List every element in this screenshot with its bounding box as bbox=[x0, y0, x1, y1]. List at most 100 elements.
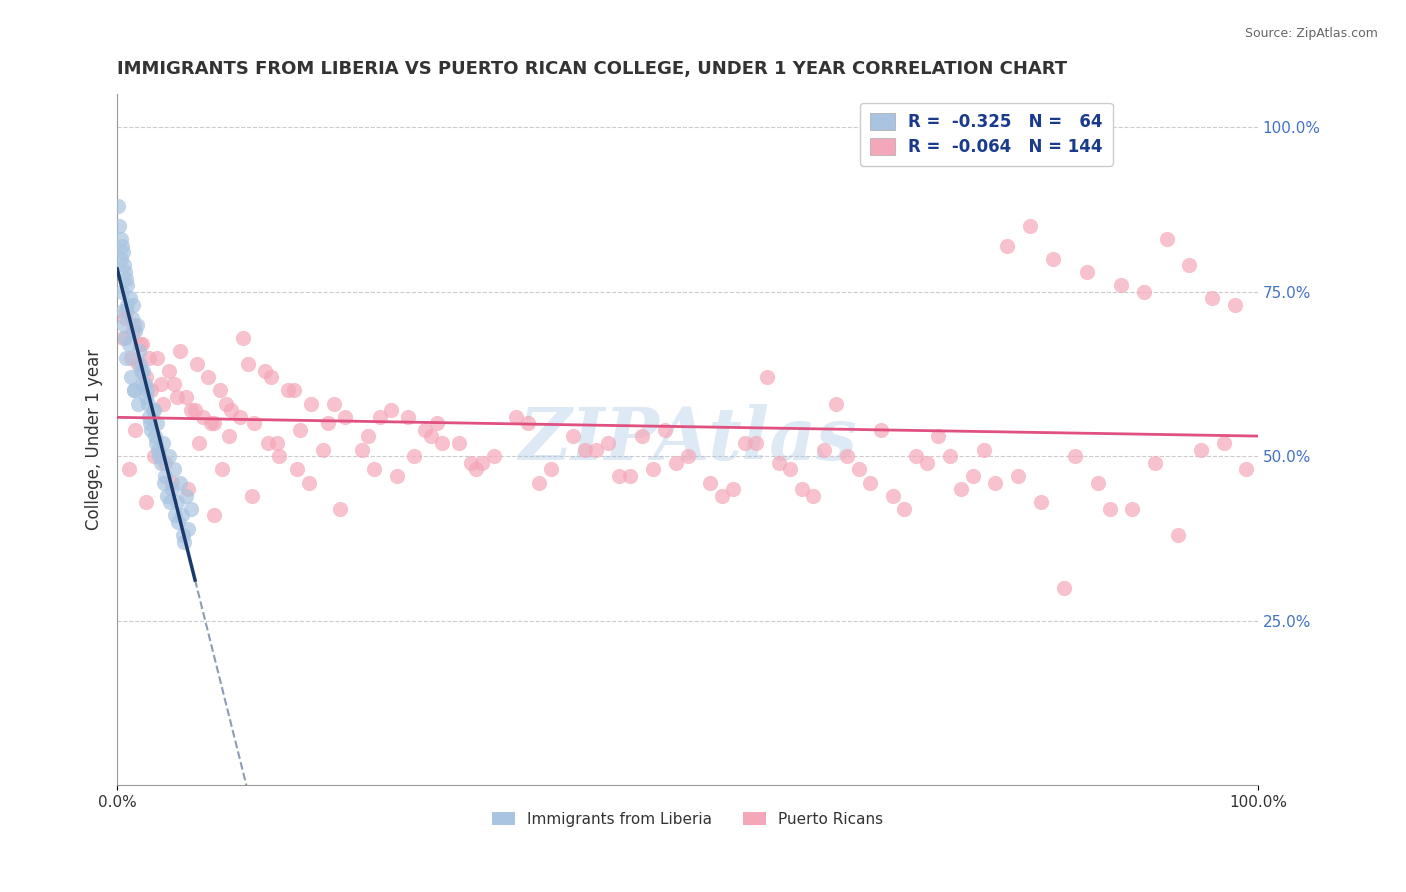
Point bbox=[202, 508, 225, 523]
Point bbox=[676, 449, 699, 463]
Point bbox=[124, 324, 146, 338]
Point bbox=[596, 436, 619, 450]
Point bbox=[1076, 265, 1098, 279]
Point bbox=[585, 442, 607, 457]
Point bbox=[134, 376, 156, 391]
Point bbox=[529, 475, 551, 490]
Point bbox=[363, 462, 385, 476]
Point bbox=[120, 370, 142, 384]
Point bbox=[1156, 232, 1178, 246]
Point bbox=[191, 409, 214, 424]
Point bbox=[380, 403, 402, 417]
Point bbox=[174, 390, 197, 404]
Point bbox=[160, 482, 183, 496]
Point bbox=[229, 409, 252, 424]
Point bbox=[202, 417, 225, 431]
Point bbox=[148, 442, 170, 457]
Point bbox=[148, 449, 170, 463]
Point bbox=[870, 423, 893, 437]
Point bbox=[177, 482, 200, 496]
Point bbox=[824, 396, 846, 410]
Point bbox=[142, 403, 165, 417]
Point bbox=[962, 469, 984, 483]
Point bbox=[219, 403, 242, 417]
Point bbox=[607, 469, 630, 483]
Point bbox=[135, 495, 157, 509]
Point bbox=[120, 351, 142, 365]
Point bbox=[124, 384, 146, 398]
Point bbox=[136, 396, 159, 410]
Point bbox=[173, 534, 195, 549]
Point bbox=[1064, 449, 1087, 463]
Point bbox=[316, 417, 339, 431]
Point bbox=[232, 331, 254, 345]
Point bbox=[1201, 291, 1223, 305]
Point bbox=[254, 364, 277, 378]
Point bbox=[153, 475, 176, 490]
Point bbox=[699, 475, 721, 490]
Point bbox=[184, 403, 207, 417]
Point bbox=[153, 456, 176, 470]
Point bbox=[163, 462, 186, 476]
Point bbox=[299, 396, 322, 410]
Point bbox=[145, 436, 167, 450]
Point bbox=[1223, 298, 1246, 312]
Point bbox=[1236, 462, 1258, 476]
Point bbox=[160, 475, 183, 490]
Point bbox=[460, 456, 482, 470]
Legend: Immigrants from Liberia, Puerto Ricans: Immigrants from Liberia, Puerto Ricans bbox=[486, 805, 889, 833]
Point bbox=[124, 384, 146, 398]
Point bbox=[1098, 501, 1121, 516]
Point bbox=[710, 489, 733, 503]
Point bbox=[180, 501, 202, 516]
Point bbox=[115, 351, 138, 365]
Point bbox=[180, 403, 202, 417]
Point bbox=[1109, 278, 1132, 293]
Point bbox=[939, 449, 962, 463]
Point bbox=[260, 370, 283, 384]
Point bbox=[111, 285, 134, 299]
Point bbox=[904, 449, 927, 463]
Point bbox=[166, 495, 188, 509]
Point bbox=[619, 469, 641, 483]
Point bbox=[801, 489, 824, 503]
Point bbox=[143, 429, 166, 443]
Point bbox=[139, 417, 162, 431]
Point bbox=[114, 331, 136, 345]
Point bbox=[516, 417, 538, 431]
Point bbox=[129, 364, 152, 378]
Point bbox=[432, 436, 454, 450]
Point bbox=[654, 423, 676, 437]
Text: Source: ZipAtlas.com: Source: ZipAtlas.com bbox=[1244, 27, 1378, 40]
Point bbox=[1029, 495, 1052, 509]
Point bbox=[665, 456, 688, 470]
Point bbox=[734, 436, 756, 450]
Point bbox=[298, 475, 321, 490]
Point bbox=[114, 311, 136, 326]
Point bbox=[396, 409, 419, 424]
Point bbox=[471, 456, 494, 470]
Point bbox=[927, 429, 949, 443]
Point bbox=[141, 384, 163, 398]
Point bbox=[163, 376, 186, 391]
Point bbox=[756, 370, 779, 384]
Point bbox=[165, 508, 187, 523]
Point bbox=[157, 449, 180, 463]
Point bbox=[108, 219, 131, 233]
Point bbox=[335, 409, 357, 424]
Point bbox=[146, 351, 169, 365]
Point bbox=[200, 417, 222, 431]
Point bbox=[574, 442, 596, 457]
Point bbox=[127, 357, 149, 371]
Point bbox=[141, 403, 163, 417]
Point bbox=[159, 495, 181, 509]
Point bbox=[368, 409, 391, 424]
Point bbox=[156, 489, 179, 503]
Y-axis label: College, Under 1 year: College, Under 1 year bbox=[86, 349, 103, 531]
Point bbox=[218, 429, 240, 443]
Point bbox=[115, 271, 138, 285]
Point bbox=[122, 324, 145, 338]
Point bbox=[1167, 528, 1189, 542]
Point bbox=[357, 429, 380, 443]
Point bbox=[131, 337, 153, 351]
